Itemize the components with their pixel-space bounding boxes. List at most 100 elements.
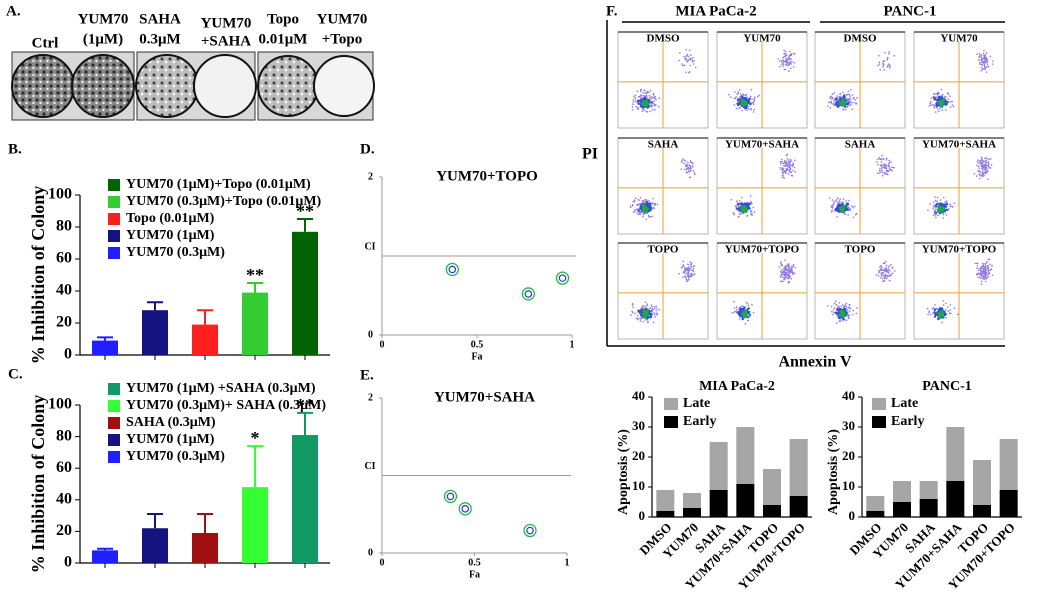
legend-swatch [108, 213, 120, 225]
flow-events-core [937, 98, 945, 108]
plate [257, 55, 319, 117]
bar-segment [973, 460, 991, 505]
y-tick-label: 0 [849, 508, 856, 523]
plate-label: 0.3μM [139, 31, 180, 47]
bar-segment [789, 439, 808, 496]
flow-cell-label: DMSO [844, 33, 877, 45]
y-tick-label: 10 [632, 478, 645, 493]
legend-swatch [108, 451, 120, 463]
y-tick-label: 40 [56, 490, 72, 507]
error-bar [297, 218, 313, 232]
chart-title: YUM70+TOPO [436, 168, 538, 184]
error-bar [147, 513, 163, 529]
legend-swatch [872, 416, 886, 428]
flow-cell-label: SAHA [648, 139, 679, 151]
bar [92, 550, 118, 563]
y-tick-label: 0 [64, 346, 72, 363]
plate-label: (1μM) [83, 31, 123, 47]
y-axis-label: % Inhibition of Colony [28, 186, 48, 365]
plate [313, 55, 375, 117]
y-tick-label: 2 [368, 392, 373, 403]
bar-segment [763, 505, 781, 517]
error-bar [247, 282, 263, 293]
point [461, 505, 470, 513]
bar-segment [736, 484, 755, 517]
y-tick-label: 100 [48, 396, 72, 413]
plate [193, 54, 257, 118]
flow-cell-label: SAHA [845, 139, 876, 151]
plate [71, 54, 135, 118]
bar-segment [973, 505, 991, 517]
flow-events-core [937, 205, 945, 214]
bar-segment [946, 481, 965, 517]
column-header: MIA PaCa-2 [675, 3, 756, 19]
bar [242, 292, 268, 355]
x-tick-label: 0 [380, 339, 385, 350]
flow-cell-label: YUM70 [743, 33, 781, 45]
y-tick-label: 30 [632, 418, 645, 433]
legend-label: YUM70 (0.3μM) [126, 245, 225, 260]
flow-cell-label: DMSO [647, 33, 680, 45]
bar-segment [893, 502, 911, 517]
legend-swatch [108, 230, 120, 242]
point-ring [458, 502, 472, 516]
bar-segment [919, 481, 938, 499]
legend-label: YUM70 (0.3μM) [126, 449, 225, 464]
y-tick-label: 100 [48, 186, 72, 203]
y-axis-label: Apoptosis (%) [826, 429, 841, 515]
plate-label: Ctrl [32, 35, 59, 51]
bar-segment [999, 490, 1018, 517]
chart-title: YUM70+SAHA [434, 389, 535, 405]
bar-segment [763, 469, 781, 505]
point [446, 492, 455, 501]
panel-label: B. [8, 141, 22, 157]
flow-cell-label: YUM70 [940, 33, 978, 45]
y-tick-label: 60 [56, 250, 72, 267]
bar-segment [683, 493, 701, 508]
flow-events-core [641, 309, 649, 319]
error-bar [197, 513, 213, 533]
legend-swatch [108, 383, 120, 395]
legend-swatch [108, 179, 120, 191]
y-tick-label: 40 [842, 388, 855, 403]
y-tick-label: 60 [56, 459, 72, 476]
point-ring [521, 287, 535, 301]
y-tick-label: 10 [842, 478, 855, 493]
legend-label: YUM70 (0.3μM)+Topo (0.01μM) [126, 194, 322, 209]
x-tick-label: 0.5 [471, 339, 484, 350]
y-axis-label: CI [364, 461, 375, 472]
x-tick-label: 0.5 [468, 557, 481, 568]
bar-segment [656, 511, 675, 517]
bar [142, 310, 168, 355]
legend-label: Late [683, 396, 710, 411]
plate-label: YUM70 [201, 15, 252, 31]
bar-segment [999, 439, 1018, 490]
bar-segment [709, 442, 728, 490]
plate-label: YUM70 [317, 11, 368, 27]
flow-cell-label: TOPO [845, 244, 876, 256]
plate [11, 54, 75, 118]
significance: ** [296, 395, 314, 415]
y-tick-label: 2 [368, 171, 373, 182]
bar-segment [709, 490, 728, 517]
point-ring [445, 262, 459, 277]
panel-label: E. [360, 367, 374, 383]
y-tick-label: 40 [632, 388, 645, 403]
legend-swatch [872, 398, 886, 410]
panel-label: A. [6, 3, 21, 19]
flow-y-label: PI [582, 146, 598, 163]
panel-label: D. [360, 141, 375, 157]
flow-events-core [839, 204, 846, 213]
plate-label: SAHA [139, 11, 181, 27]
y-tick-label: 20 [842, 448, 855, 463]
flow-events-core [838, 309, 846, 318]
legend-label: Topo (0.01μM) [126, 211, 215, 226]
legend-label: Early [683, 414, 716, 429]
significance: ** [246, 265, 264, 285]
bar-segment [656, 490, 675, 511]
legend-label: YUM70 (0.3μM)+ SAHA (0.3μM) [126, 398, 326, 413]
bar-segment [866, 496, 885, 511]
error-bar [247, 445, 263, 488]
legend-swatch [108, 247, 120, 259]
legend-label: SAHA (0.3μM) [126, 415, 216, 430]
